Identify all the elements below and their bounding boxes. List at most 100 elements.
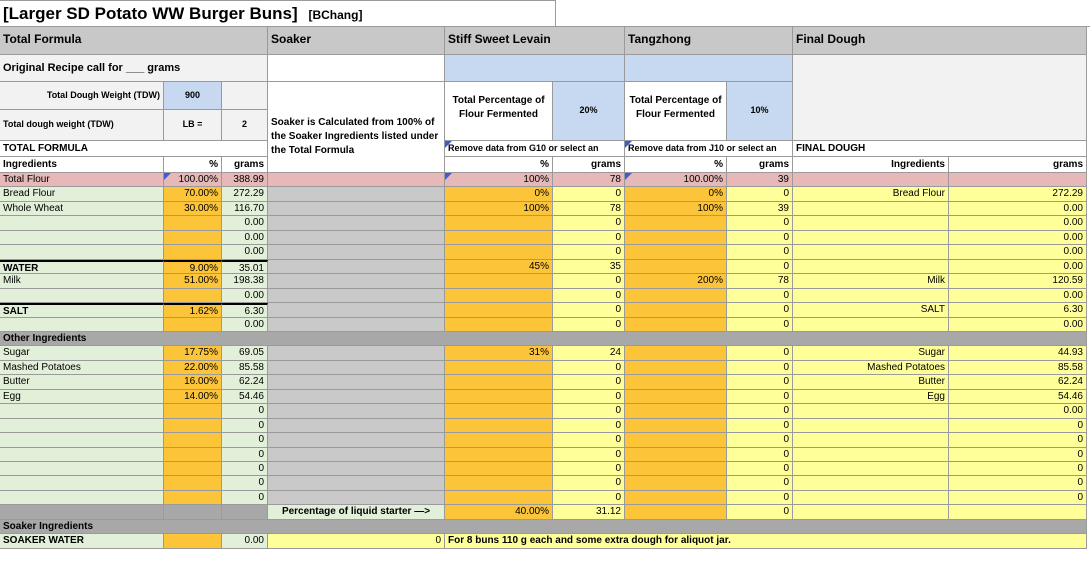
row-22-tz-pct[interactable] bbox=[625, 491, 727, 505]
row-7-grams[interactable]: 198.38 bbox=[222, 274, 268, 289]
row-8-tz-grams[interactable]: 0 bbox=[727, 289, 793, 303]
row-13-levain-pct[interactable] bbox=[445, 361, 553, 375]
row-12-levain-pct[interactable]: 31% bbox=[445, 346, 553, 361]
row-5-ingredient[interactable] bbox=[0, 245, 164, 260]
row-10-levain-grams[interactable]: 0 bbox=[553, 318, 625, 332]
row-18-levain-grams[interactable]: 0 bbox=[553, 433, 625, 448]
row-9-ingredient[interactable]: SALT bbox=[0, 303, 164, 318]
soaker-water-grams[interactable]: 0.00 bbox=[222, 534, 268, 549]
tdw-value-input[interactable]: 900 bbox=[164, 82, 222, 110]
row-5-tz-grams[interactable]: 0 bbox=[727, 245, 793, 260]
row-2-pct[interactable]: 30.00% bbox=[164, 202, 222, 216]
row-17-final-grams[interactable]: 0 bbox=[949, 419, 1087, 433]
row-0-pct[interactable]: 100.00% bbox=[164, 173, 222, 187]
row-10-soaker[interactable] bbox=[268, 318, 445, 332]
row-12-ingredient[interactable]: Sugar bbox=[0, 346, 164, 361]
row-14-soaker[interactable] bbox=[268, 375, 445, 390]
other-ingredients-header[interactable]: Other Ingredients bbox=[0, 332, 1087, 346]
row-17-grams[interactable]: 0 bbox=[222, 419, 268, 433]
header-pct[interactable]: % bbox=[164, 157, 222, 173]
tangzhong-blue-cell[interactable] bbox=[625, 55, 793, 82]
lb-value-cell[interactable]: 2 bbox=[222, 110, 268, 141]
row-12-levain-grams[interactable]: 24 bbox=[553, 346, 625, 361]
row-9-tz-pct[interactable] bbox=[625, 303, 727, 318]
levain-header-pct[interactable]: % bbox=[445, 157, 553, 173]
row-10-tz-grams[interactable]: 0 bbox=[727, 318, 793, 332]
row-9-levain-grams[interactable]: 0 bbox=[553, 303, 625, 318]
row-17-tz-grams[interactable]: 0 bbox=[727, 419, 793, 433]
soaker-water-value[interactable]: 0 bbox=[268, 534, 445, 549]
tdw-label-cell[interactable]: Total Dough Weight (TDW) bbox=[0, 82, 164, 110]
soaker-ingredients-header[interactable]: Soaker Ingredients bbox=[0, 520, 1087, 534]
row-20-final-grams[interactable]: 0 bbox=[949, 462, 1087, 476]
row-12-final-grams[interactable]: 44.93 bbox=[949, 346, 1087, 361]
row-1-pct[interactable]: 70.00% bbox=[164, 187, 222, 202]
row-22-grams[interactable]: 0 bbox=[222, 491, 268, 505]
row-2-final-ingredient[interactable] bbox=[793, 202, 949, 216]
row-15-levain-grams[interactable]: 0 bbox=[553, 390, 625, 404]
header-ingredients[interactable]: Ingredients bbox=[0, 157, 164, 173]
row-21-pct[interactable] bbox=[164, 476, 222, 491]
soaker-water-label[interactable]: SOAKER WATER bbox=[0, 534, 164, 549]
row-6-ingredient[interactable]: WATER bbox=[0, 260, 164, 274]
row-14-levain-grams[interactable]: 0 bbox=[553, 375, 625, 390]
row-15-pct[interactable]: 14.00% bbox=[164, 390, 222, 404]
row-18-grams[interactable]: 0 bbox=[222, 433, 268, 448]
row-22-ingredient[interactable] bbox=[0, 491, 164, 505]
row-4-levain-pct[interactable] bbox=[445, 231, 553, 245]
row-23-ingredient[interactable] bbox=[0, 505, 164, 520]
row-15-final-grams[interactable]: 54.46 bbox=[949, 390, 1087, 404]
row-9-grams[interactable]: 6.30 bbox=[222, 303, 268, 318]
tdw-blank-cell[interactable] bbox=[222, 82, 268, 110]
row-12-tz-grams[interactable]: 0 bbox=[727, 346, 793, 361]
final-header-grams[interactable]: grams bbox=[949, 157, 1087, 173]
row-12-soaker[interactable] bbox=[268, 346, 445, 361]
row-10-tz-pct[interactable] bbox=[625, 318, 727, 332]
row-10-grams[interactable]: 0.00 bbox=[222, 318, 268, 332]
levain-blue-cell[interactable] bbox=[445, 55, 625, 82]
row-8-pct[interactable] bbox=[164, 289, 222, 303]
row-21-final-ingredient[interactable] bbox=[793, 476, 949, 491]
final-dough-blank-cell[interactable] bbox=[793, 55, 1087, 141]
soaker-note-cell[interactable]: Soaker is Calculated from 100% of the So… bbox=[268, 82, 445, 173]
row-21-grams[interactable]: 0 bbox=[222, 476, 268, 491]
row-3-ingredient[interactable] bbox=[0, 216, 164, 231]
row-19-levain-pct[interactable] bbox=[445, 448, 553, 462]
row-5-levain-grams[interactable]: 0 bbox=[553, 245, 625, 260]
original-recipe-cell[interactable]: Original Recipe call for ___ grams bbox=[0, 55, 268, 82]
row-7-pct[interactable]: 51.00% bbox=[164, 274, 222, 289]
row-1-final-ingredient[interactable]: Bread Flour bbox=[793, 187, 949, 202]
row-7-final-grams[interactable]: 120.59 bbox=[949, 274, 1087, 289]
row-4-tz-pct[interactable] bbox=[625, 231, 727, 245]
row-18-levain-pct[interactable] bbox=[445, 433, 553, 448]
row-8-grams[interactable]: 0.00 bbox=[222, 289, 268, 303]
row-15-ingredient[interactable]: Egg bbox=[0, 390, 164, 404]
row-6-tz-grams[interactable]: 0 bbox=[727, 260, 793, 274]
row-13-tz-grams[interactable]: 0 bbox=[727, 361, 793, 375]
row-14-final-ingredient[interactable]: Butter bbox=[793, 375, 949, 390]
final-dough-caps[interactable]: FINAL DOUGH bbox=[793, 141, 1087, 157]
soaker-water-pct[interactable] bbox=[164, 534, 222, 549]
row-8-soaker[interactable] bbox=[268, 289, 445, 303]
row-16-levain-pct[interactable] bbox=[445, 404, 553, 419]
row-0-final-ingredient[interactable] bbox=[793, 173, 949, 187]
header-grams[interactable]: grams bbox=[222, 157, 268, 173]
row-6-levain-pct[interactable]: 45% bbox=[445, 260, 553, 274]
row-13-tz-pct[interactable] bbox=[625, 361, 727, 375]
row-19-final-grams[interactable]: 0 bbox=[949, 448, 1087, 462]
row-15-levain-pct[interactable] bbox=[445, 390, 553, 404]
row-7-tz-grams[interactable]: 78 bbox=[727, 274, 793, 289]
row-15-final-ingredient[interactable]: Egg bbox=[793, 390, 949, 404]
row-18-pct[interactable] bbox=[164, 433, 222, 448]
row-5-pct[interactable] bbox=[164, 245, 222, 260]
sheet-title-cell[interactable]: [Larger SD Potato WW Burger Buns] [BChan… bbox=[0, 0, 556, 27]
row-4-pct[interactable] bbox=[164, 231, 222, 245]
row-1-tz-pct[interactable]: 0% bbox=[625, 187, 727, 202]
row-8-tz-pct[interactable] bbox=[625, 289, 727, 303]
row-0-tz-grams[interactable]: 39 bbox=[727, 173, 793, 187]
row-1-grams[interactable]: 272.29 bbox=[222, 187, 268, 202]
tangzhong-header-grams[interactable]: grams bbox=[727, 157, 793, 173]
row-14-ingredient[interactable]: Butter bbox=[0, 375, 164, 390]
row-18-final-ingredient[interactable] bbox=[793, 433, 949, 448]
row-9-final-grams[interactable]: 6.30 bbox=[949, 303, 1087, 318]
